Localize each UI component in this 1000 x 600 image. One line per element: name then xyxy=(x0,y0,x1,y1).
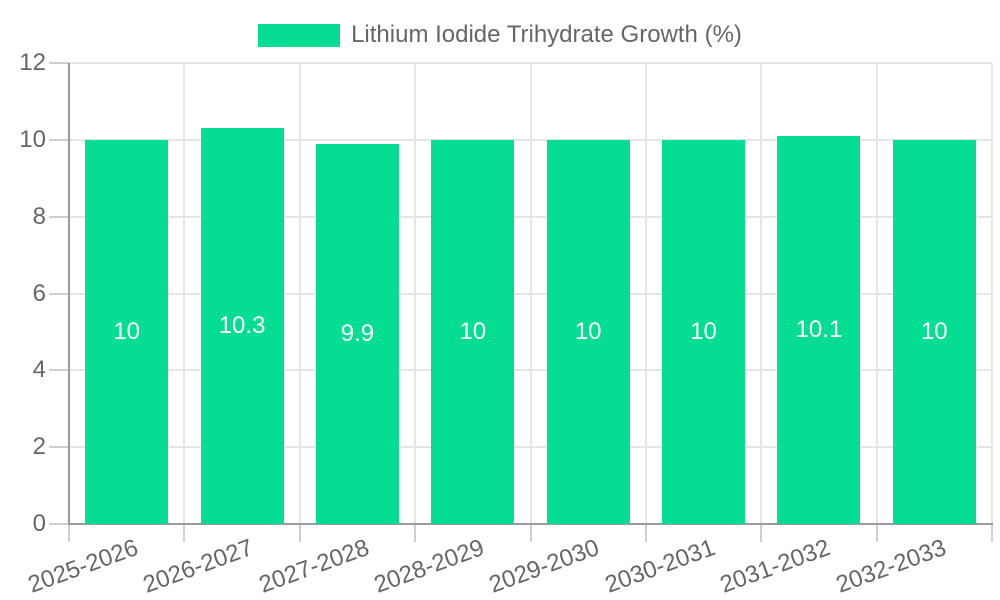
x-axis-tick xyxy=(298,524,301,542)
y-axis-tick-label: 8 xyxy=(32,202,46,230)
y-axis-tick-label: 0 xyxy=(32,510,46,537)
x-axis-tick xyxy=(875,524,878,542)
gridline-vertical xyxy=(875,63,878,524)
gridline-vertical xyxy=(414,63,417,524)
bar[interactable]: 10 xyxy=(662,139,746,524)
x-axis-line xyxy=(68,523,993,525)
x-axis-tick xyxy=(183,524,186,542)
bar[interactable]: 10 xyxy=(85,139,169,524)
y-axis-tick xyxy=(49,523,69,525)
bar-value-label: 10 xyxy=(920,317,948,345)
x-axis-category-label: 2029-2030 xyxy=(485,534,604,599)
bar[interactable]: 10.3 xyxy=(200,128,284,524)
y-axis-tick-label: 6 xyxy=(32,279,46,307)
y-axis-tick xyxy=(49,292,69,295)
bar[interactable]: 10 xyxy=(431,139,515,524)
x-axis-tick xyxy=(644,524,647,542)
legend-swatch-icon xyxy=(258,23,341,47)
chart-legend[interactable]: Lithium Iodide Trihydrate Growth (%) xyxy=(0,21,1000,49)
bar[interactable]: 10.1 xyxy=(777,135,861,524)
gridline-vertical xyxy=(991,63,993,524)
gridline-vertical xyxy=(760,63,763,524)
y-axis-tick xyxy=(49,446,69,449)
bar[interactable]: 10 xyxy=(892,139,976,524)
x-axis-category-label: 2031-2032 xyxy=(716,534,834,599)
y-axis-tick-label: 10 xyxy=(19,125,46,153)
y-axis-tick xyxy=(49,215,69,218)
gridline-vertical xyxy=(298,63,301,524)
x-axis-category-label: 2025-2026 xyxy=(24,534,142,599)
x-axis-tick xyxy=(760,524,763,542)
bar-value-label: 10.1 xyxy=(795,315,843,343)
bar-value-label: 9.9 xyxy=(340,319,375,347)
x-axis-tick xyxy=(529,524,532,542)
x-axis-category-label: 2026-2027 xyxy=(139,534,257,599)
y-axis-tick-label: 4 xyxy=(32,356,46,384)
y-axis-tick xyxy=(49,62,69,64)
bar-value-label: 10 xyxy=(574,317,602,345)
x-axis-tick xyxy=(68,524,70,542)
y-axis-tick xyxy=(49,369,69,372)
bar[interactable]: 10 xyxy=(546,139,630,524)
x-axis-category-label: 2028-2029 xyxy=(370,534,488,599)
y-axis-tick-label: 12 xyxy=(19,49,46,76)
x-axis-category-label: 2030-2031 xyxy=(601,534,719,599)
gridline-vertical xyxy=(529,63,532,524)
y-axis-tick xyxy=(49,138,69,141)
bar-value-label: 10.3 xyxy=(218,312,266,340)
gridline-vertical xyxy=(644,63,647,524)
y-axis-tick-label: 2 xyxy=(32,433,46,461)
bar-value-label: 10 xyxy=(690,317,717,345)
x-axis-category-label: 2032-2033 xyxy=(832,534,950,599)
bar-value-label: 10 xyxy=(459,317,487,345)
y-axis-line xyxy=(68,63,70,524)
x-axis-category-label: 2027-2028 xyxy=(255,534,373,599)
legend-label: Lithium Iodide Trihydrate Growth (%) xyxy=(351,21,742,48)
x-axis-tick xyxy=(991,524,993,542)
bar-value-label: 10 xyxy=(113,317,141,345)
gridline-vertical xyxy=(183,63,186,524)
bar[interactable]: 9.9 xyxy=(315,143,399,524)
x-axis-tick xyxy=(414,524,417,542)
